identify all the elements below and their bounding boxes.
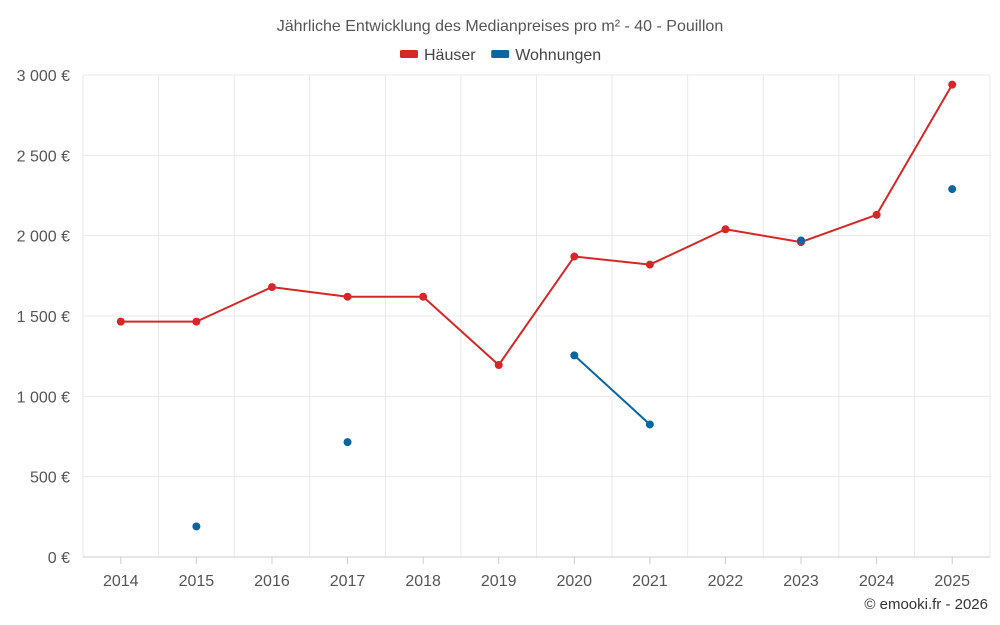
legend-label: Häuser: [424, 47, 476, 64]
y-tick-label: 2 500 €: [17, 148, 70, 165]
axes: 0 € 500 € 1 000 € 1 500 € 2 000 € 2 500 € 3 00…: [17, 68, 990, 590]
data-point[interactable]: [721, 225, 730, 234]
legend: Häuser Wohnungen: [400, 47, 601, 64]
data-point[interactable]: [419, 292, 428, 301]
series-line-segment: [422, 295, 500, 367]
x-tick-label: 2022: [708, 573, 744, 590]
data-point[interactable]: [645, 260, 654, 269]
data-point[interactable]: [343, 292, 352, 301]
legend-item-haeuser[interactable]: Häuser: [400, 47, 476, 64]
x-tick-label: 2025: [934, 573, 970, 590]
y-tick-label: 3 000 €: [17, 68, 70, 85]
series-line-segment: [195, 286, 273, 323]
series-line-segment: [648, 228, 727, 266]
x-tick-label: 2017: [330, 573, 366, 590]
legend-item-wohnungen[interactable]: Wohnungen: [491, 47, 601, 64]
data-point[interactable]: [570, 252, 579, 261]
data-point[interactable]: [343, 438, 352, 447]
x-tick-label: 2020: [556, 573, 592, 590]
series-layer: [116, 80, 957, 531]
series-line-segment: [270, 286, 349, 298]
series-line-segment: [497, 255, 576, 367]
data-point[interactable]: [116, 317, 125, 326]
x-tick-label: 2016: [254, 573, 290, 590]
y-tick-label: 1 000 €: [17, 389, 70, 406]
data-point[interactable]: [570, 351, 579, 360]
series-line-segment: [573, 255, 651, 266]
data-point[interactable]: [494, 361, 503, 370]
legend-label: Wohnungen: [515, 47, 601, 64]
x-tick-label: 2014: [103, 573, 139, 590]
data-point[interactable]: [645, 420, 654, 429]
y-tick-label: 2 000 €: [17, 229, 70, 246]
data-point[interactable]: [948, 80, 957, 89]
series-wohnungen: [192, 185, 957, 531]
x-tick-label: 2015: [179, 573, 215, 590]
y-tick-label: 0 €: [48, 550, 70, 567]
credit-text: © emooki.fr - 2026: [864, 596, 988, 613]
x-tick-label: 2021: [632, 573, 668, 590]
legend-swatch: [491, 50, 510, 58]
data-point[interactable]: [872, 210, 881, 219]
x-tick-label: 2023: [783, 573, 819, 590]
series-line-segment: [800, 213, 878, 244]
data-point[interactable]: [797, 236, 806, 245]
y-tick-label: 1 500 €: [17, 309, 70, 326]
grid: [82, 74, 991, 557]
x-tick-label: 2019: [481, 573, 517, 590]
x-tick-label: 2024: [859, 573, 895, 590]
data-point[interactable]: [192, 317, 201, 326]
x-tick-label: 2018: [405, 573, 441, 590]
series-line-segment: [573, 354, 651, 426]
series-line-segment: [875, 83, 954, 216]
legend-swatch: [400, 50, 418, 58]
chart-title: Jährliche Entwicklung des Medianpreises …: [277, 18, 723, 35]
data-point[interactable]: [948, 185, 957, 194]
series-haeuser: [116, 80, 957, 370]
y-tick-label: 500 €: [30, 470, 70, 487]
data-point[interactable]: [267, 283, 276, 292]
data-point[interactable]: [192, 522, 201, 531]
series-line-segment: [724, 228, 803, 244]
